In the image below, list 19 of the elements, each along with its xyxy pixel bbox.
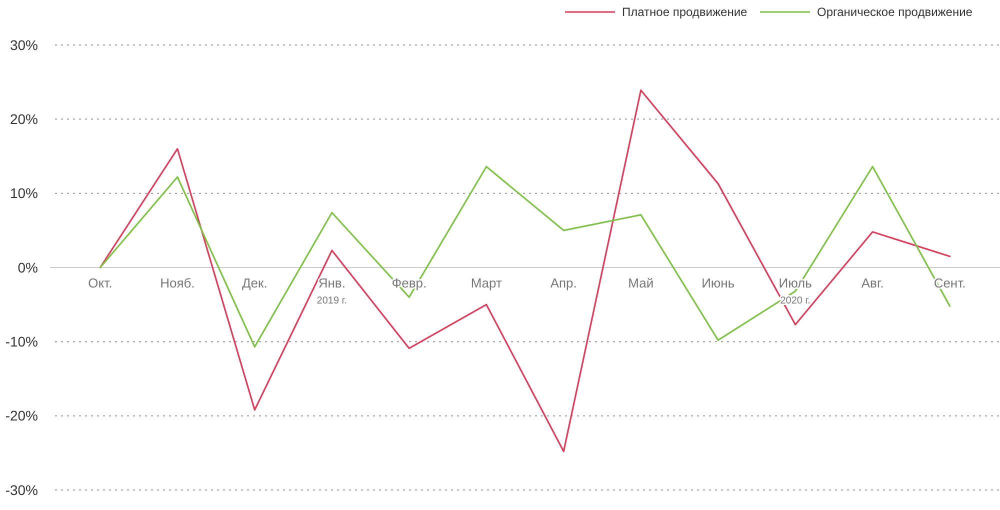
x-tick-label: Май (628, 276, 654, 290)
x-tick-label: Янв. (318, 276, 346, 290)
y-tick-label: -10% (5, 334, 38, 350)
x-tick-label: Март (470, 276, 502, 290)
y-tick-label: 30% (10, 36, 38, 53)
x-tick-label: Окт. (88, 276, 112, 290)
y-tick-label: 20% (10, 111, 38, 128)
y-tick-label: 10% (10, 185, 38, 202)
x-tick-label: Нояб. (160, 276, 195, 290)
y-tick-label: -30% (5, 482, 38, 498)
y-tick-label: -20% (5, 408, 38, 424)
x-tick-label: Дек. (242, 276, 268, 290)
x-tick-label: Июнь (702, 276, 735, 290)
y-tick-label: 0% (18, 259, 38, 276)
x-tick-label: Апр. (550, 276, 577, 290)
legend-label: Платное продвижение (622, 5, 748, 20)
x-tick-label: Авг. (861, 276, 884, 290)
legend-label: Органическое продвижение (817, 5, 973, 20)
annotation: 2019 г. (316, 296, 348, 306)
